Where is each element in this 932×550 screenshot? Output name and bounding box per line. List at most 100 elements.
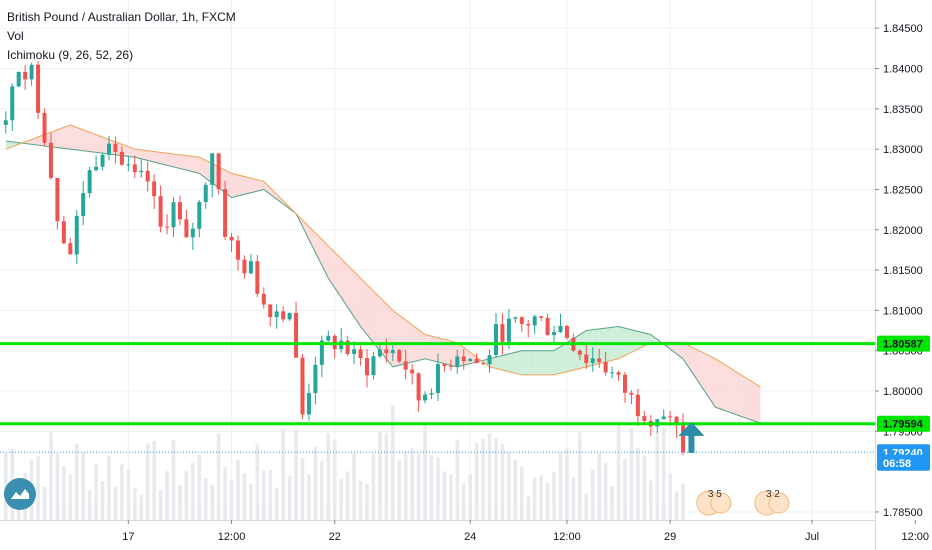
candle-body bbox=[16, 71, 21, 87]
volume-bar bbox=[68, 475, 73, 520]
candle-body bbox=[255, 261, 260, 294]
candle-body bbox=[384, 349, 389, 354]
candle-body bbox=[68, 243, 73, 255]
volume-bar bbox=[320, 460, 324, 520]
volume-bar bbox=[94, 464, 98, 520]
ichimoku-cloud bbox=[308, 226, 316, 253]
volume-bar bbox=[391, 405, 395, 520]
candle-body bbox=[629, 392, 634, 395]
candle-body bbox=[481, 363, 486, 365]
ichimoku-cloud bbox=[173, 153, 180, 169]
tradingview-logo-icon[interactable] bbox=[4, 478, 36, 510]
candle-body bbox=[435, 364, 440, 394]
event-marker-icon[interactable]: 3 5 bbox=[696, 489, 732, 516]
candle-body bbox=[681, 425, 686, 453]
ichimoku-cloud bbox=[25, 139, 32, 145]
volume-bar bbox=[352, 453, 356, 520]
volume-bar bbox=[603, 462, 608, 520]
volume-bar bbox=[203, 478, 208, 520]
volume-bar bbox=[229, 479, 234, 520]
ichimoku-cloud bbox=[89, 132, 97, 153]
price-tick-label: 1.83500 bbox=[883, 104, 923, 116]
ichimoku-cloud bbox=[650, 334, 658, 343]
ichimoku-cloud bbox=[141, 149, 148, 161]
volume-bar bbox=[578, 432, 582, 520]
volume-bar bbox=[87, 490, 92, 520]
volume-bar bbox=[526, 495, 531, 520]
ichimoku-cloud bbox=[134, 149, 142, 159]
candle-body bbox=[506, 318, 511, 342]
volume-bar bbox=[223, 466, 227, 520]
candle-body bbox=[423, 394, 428, 401]
candle-body bbox=[610, 372, 615, 374]
ichimoku-cloud bbox=[734, 370, 742, 417]
candle-body bbox=[532, 316, 537, 326]
ichimoku-cloud bbox=[708, 355, 716, 408]
volume-bar bbox=[133, 487, 137, 520]
volume-bar bbox=[520, 466, 524, 520]
volume-bar bbox=[255, 443, 260, 520]
candle-body bbox=[429, 393, 434, 395]
price-tick-label: 1.83000 bbox=[883, 144, 923, 156]
candle-body bbox=[461, 356, 466, 362]
volume-bar bbox=[649, 480, 653, 520]
event-marker-icon[interactable]: 3 2 bbox=[754, 489, 790, 516]
legend-title: British Pound / Australian Dollar, 1h, F… bbox=[7, 10, 236, 24]
volume-bar bbox=[268, 470, 273, 520]
volume-bar bbox=[74, 443, 79, 520]
up-arrow-icon[interactable] bbox=[678, 421, 705, 453]
ichimoku-cloud bbox=[302, 220, 309, 240]
price-tick-label: 1.84500 bbox=[883, 23, 923, 35]
volume-bar bbox=[474, 442, 479, 520]
volume-bar bbox=[378, 430, 382, 520]
candle-body bbox=[48, 142, 53, 178]
volume-bar bbox=[545, 483, 550, 520]
time-tick-label: Jul bbox=[805, 531, 819, 543]
candle-body bbox=[442, 364, 447, 366]
candle-body bbox=[390, 350, 395, 354]
volume-bar bbox=[455, 439, 460, 520]
time-tick-label: 29 bbox=[664, 531, 676, 543]
price-tick-label: 1.82500 bbox=[883, 184, 923, 196]
candle-body bbox=[397, 350, 402, 362]
ichimoku-cloud bbox=[534, 350, 542, 375]
ichimoku-cloud bbox=[625, 328, 632, 356]
volume-bar bbox=[100, 481, 105, 520]
candle-body bbox=[203, 184, 208, 202]
ichimoku-lead-b bbox=[5, 124, 761, 388]
volume-bar bbox=[210, 484, 214, 520]
volume-bar bbox=[668, 473, 672, 520]
volume-bar bbox=[126, 469, 131, 520]
ichimoku-cloud bbox=[754, 382, 761, 424]
volume-bar bbox=[81, 452, 85, 520]
event-marker-bubble bbox=[710, 492, 732, 514]
volume-bar bbox=[597, 453, 601, 520]
ichimoku-cloud bbox=[367, 284, 374, 343]
volume-bar bbox=[158, 489, 163, 520]
candle-body bbox=[23, 71, 28, 80]
candle-body bbox=[236, 240, 240, 260]
time-tick-label: 12:00 bbox=[901, 531, 929, 543]
price-tag bbox=[877, 335, 930, 352]
volume-bar bbox=[191, 462, 195, 520]
candle-body bbox=[661, 416, 666, 420]
candle-body bbox=[248, 261, 253, 274]
ichimoku-cloud bbox=[250, 178, 258, 193]
candle-body bbox=[10, 86, 15, 121]
volume-bar bbox=[552, 471, 556, 520]
ichimoku-cloud bbox=[547, 350, 555, 375]
candle-body bbox=[590, 358, 595, 363]
volume-bar bbox=[326, 433, 331, 520]
ichimoku-cloud bbox=[702, 352, 709, 398]
candle-body bbox=[345, 340, 350, 355]
volume-bar bbox=[55, 453, 60, 520]
ichimoku-cloud bbox=[238, 174, 245, 196]
volume-bar bbox=[584, 493, 589, 520]
candle-body bbox=[229, 236, 234, 241]
candle-body bbox=[29, 64, 34, 80]
volume-bar bbox=[410, 448, 414, 520]
price-tag-label: 1.79594 bbox=[883, 419, 924, 431]
volume-bar bbox=[178, 484, 182, 520]
